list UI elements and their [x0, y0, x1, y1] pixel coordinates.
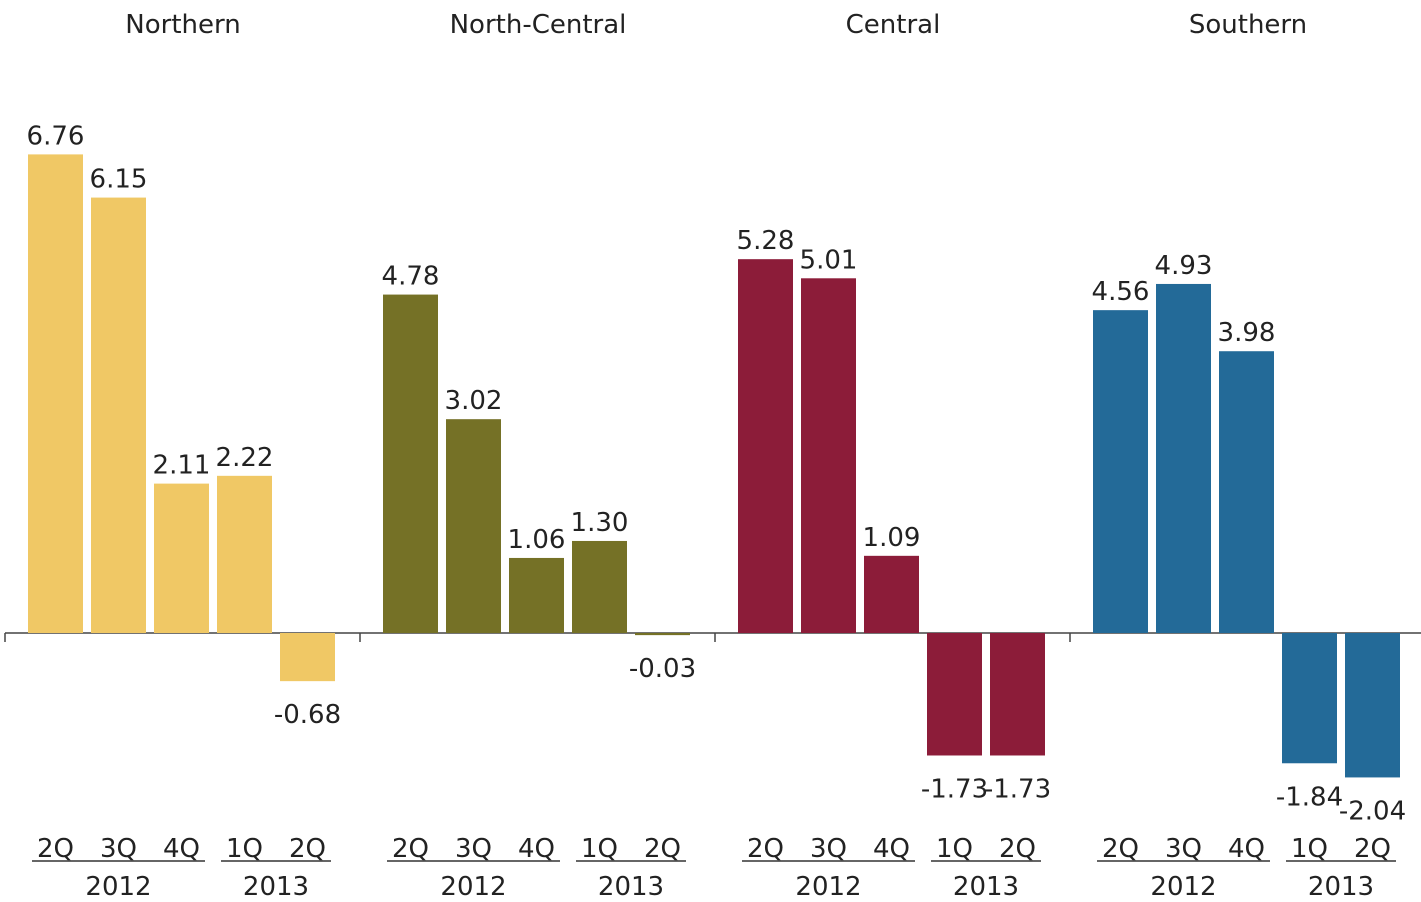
data-label: 4.56 — [1092, 277, 1150, 307]
data-label: 6.76 — [27, 121, 85, 151]
x-tick-label: 3Q — [455, 834, 492, 864]
data-label: 6.15 — [90, 165, 148, 195]
bar — [1156, 283, 1211, 633]
bar — [383, 294, 438, 633]
bar — [927, 633, 982, 756]
x-tick-label: 2Q — [289, 834, 326, 864]
bar — [509, 557, 564, 633]
data-label: 1.30 — [571, 508, 629, 538]
bar — [864, 555, 919, 633]
data-label: 5.01 — [800, 245, 858, 275]
bar — [1345, 633, 1400, 778]
bar — [280, 633, 335, 682]
bar — [1282, 633, 1337, 764]
bar — [91, 197, 146, 633]
x-tick-label: 2Q — [1354, 834, 1391, 864]
bar — [154, 483, 209, 633]
data-label: 2.22 — [216, 443, 274, 473]
panel-title: Central — [846, 10, 941, 40]
x-tick-label: 4Q — [518, 834, 555, 864]
bar — [801, 278, 856, 633]
panel-title: Northern — [125, 10, 240, 40]
data-label: -1.73 — [921, 774, 988, 804]
x-tick-label: 1Q — [226, 834, 263, 864]
bar — [635, 633, 690, 636]
bar — [572, 540, 627, 633]
panel-title: North-Central — [450, 10, 627, 40]
x-tick-label: 2Q — [392, 834, 429, 864]
data-label: -1.84 — [1276, 782, 1343, 812]
x-tick-label: 3Q — [100, 834, 137, 864]
x-group-label: 2013 — [243, 872, 309, 902]
x-tick-label: 1Q — [1291, 834, 1328, 864]
x-tick-label: 4Q — [163, 834, 200, 864]
x-group-label: 2013 — [1308, 872, 1374, 902]
x-group-label: 2013 — [598, 872, 664, 902]
x-tick-label: 2Q — [644, 834, 681, 864]
panel-title: Southern — [1189, 10, 1307, 40]
data-label: 3.98 — [1218, 318, 1276, 348]
data-label: 4.78 — [382, 262, 440, 292]
x-tick-label: 2Q — [747, 834, 784, 864]
bar — [28, 154, 83, 633]
bar — [738, 259, 793, 633]
data-label: 5.28 — [737, 226, 795, 256]
x-tick-label: 3Q — [1165, 834, 1202, 864]
data-label: 4.93 — [1155, 251, 1213, 281]
data-label: 3.02 — [445, 386, 503, 416]
x-group-label: 2013 — [953, 872, 1019, 902]
x-tick-label: 2Q — [999, 834, 1036, 864]
x-tick-label: 2Q — [1102, 834, 1139, 864]
data-label: -0.68 — [274, 700, 341, 730]
bar — [1219, 351, 1274, 633]
x-tick-label: 3Q — [810, 834, 847, 864]
data-label: -0.03 — [629, 654, 696, 684]
data-label: -1.73 — [984, 774, 1051, 804]
bar — [446, 419, 501, 633]
bar — [217, 475, 272, 633]
x-tick-label: 4Q — [873, 834, 910, 864]
x-tick-label: 1Q — [936, 834, 973, 864]
x-group-label: 2012 — [440, 872, 506, 902]
x-group-label: 2012 — [1150, 872, 1216, 902]
x-tick-label: 1Q — [581, 834, 618, 864]
x-group-label: 2012 — [85, 872, 151, 902]
x-tick-label: 4Q — [1228, 834, 1265, 864]
data-label: -2.04 — [1339, 796, 1406, 826]
data-label: 1.09 — [863, 523, 921, 553]
data-label: 1.06 — [508, 525, 566, 555]
data-label: 2.11 — [153, 451, 211, 481]
bar — [990, 633, 1045, 756]
x-tick-label: 2Q — [37, 834, 74, 864]
x-group-label: 2012 — [795, 872, 861, 902]
bar — [1093, 310, 1148, 633]
